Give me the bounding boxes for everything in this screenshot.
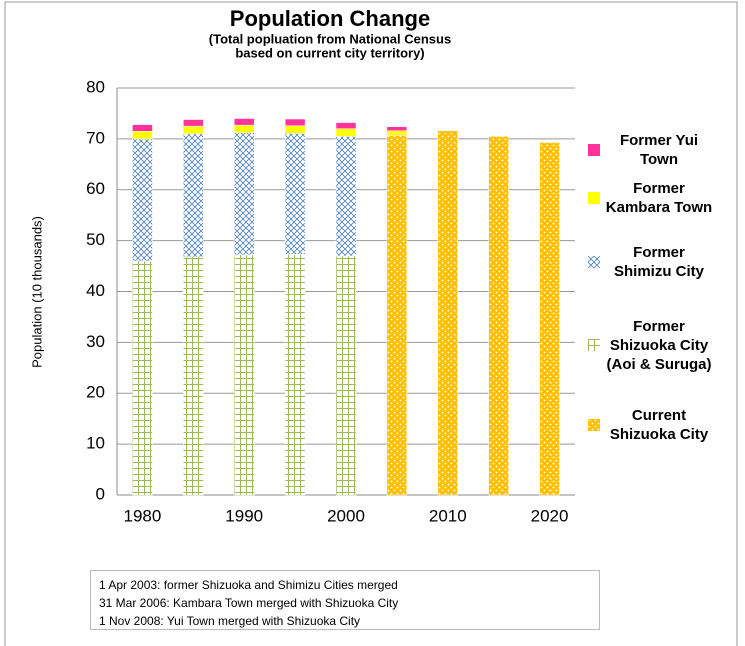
bar-segment [233, 124, 255, 134]
chart-title: Population Change [230, 6, 430, 31]
y-tick-label: 30 [86, 332, 105, 351]
swatch [588, 256, 600, 268]
y-tick-label: 70 [86, 128, 105, 147]
bar-segment [386, 135, 408, 496]
legend-swatch [588, 192, 600, 204]
y-tick-label: 0 [96, 484, 105, 503]
annotation: 31 Mar 2006: Kambara Town merged with Sh… [99, 596, 399, 610]
x-tick-label: 1980 [124, 506, 162, 525]
legend-label: Former Shimizu City [613, 244, 704, 280]
legend-swatch [588, 144, 600, 156]
bar-segment [183, 133, 204, 258]
bar-segment [233, 118, 255, 126]
annotation: 1 Apr 2003: former Shizuoka and Shimizu … [99, 578, 398, 592]
bar-segment [437, 130, 459, 496]
y-tick-label: 80 [86, 77, 105, 96]
swatch [588, 192, 600, 204]
bar-segment [386, 130, 408, 136]
x-tick-label: 2010 [429, 506, 467, 525]
legend-item: Former Shimizu City [588, 232, 738, 292]
x-tick-label: 1990 [225, 506, 263, 525]
annotation: 1 Nov 2008: Yui Town merged with Shizuok… [99, 614, 361, 628]
bar-segment [132, 138, 153, 262]
bar-segment [539, 142, 560, 496]
bar-segment [132, 130, 153, 140]
bar-segment [335, 136, 357, 257]
bar-segment [183, 119, 204, 127]
bar-segment [233, 132, 255, 256]
bar-segment [386, 126, 408, 131]
bar-segment [132, 124, 153, 132]
x-tick-label: 2000 [327, 506, 365, 525]
bar-segment [132, 260, 153, 496]
chart-subtitle: (Total popluation from National Census [209, 31, 451, 46]
legend-swatch [588, 419, 600, 431]
legend-item: Former Shizuoka City (Aoi & Suruga) [588, 315, 738, 375]
bar-segment [335, 122, 357, 129]
swatch [588, 144, 600, 156]
bar-segment [284, 254, 306, 496]
swatch [588, 419, 600, 431]
y-axis-label: Population (10 thousands) [29, 216, 44, 368]
legend-label: Former Shizuoka City (Aoi & Suruga) [606, 317, 712, 373]
y-tick-label: 10 [86, 434, 105, 453]
bar-segment [488, 136, 509, 496]
y-tick-label: 50 [86, 230, 105, 249]
y-tick-label: 40 [86, 281, 105, 300]
legend-swatch [588, 256, 600, 268]
frame [4, 1, 738, 646]
chart-subtitle: based on current city territory) [235, 45, 424, 60]
notes-box: 1 Apr 2003: former Shizuoka and Shimizu … [90, 570, 600, 630]
bar-segment [233, 254, 255, 496]
bar-segment [335, 255, 357, 496]
swatch [588, 339, 600, 351]
bar-segment [335, 128, 357, 137]
y-tick-label: 20 [86, 383, 105, 402]
y-tick-label: 60 [86, 179, 105, 198]
legend-label: Former Kambara Town [605, 180, 713, 216]
bar-segment [183, 256, 204, 496]
bar-segment [284, 118, 306, 126]
legend-item: Former Kambara Town [588, 168, 738, 228]
bar-segment [183, 125, 204, 135]
bar-segment [284, 133, 306, 255]
x-tick-label: 2020 [531, 506, 569, 525]
legend-item: Current Shizuoka City [588, 395, 738, 455]
legend-label: Current Shizuoka City [609, 407, 709, 443]
legend-swatch [588, 339, 600, 351]
legend-item: Former Yui Town [588, 120, 738, 180]
bar-segment [284, 125, 306, 134]
legend-label: Former Yui Town [619, 132, 699, 168]
